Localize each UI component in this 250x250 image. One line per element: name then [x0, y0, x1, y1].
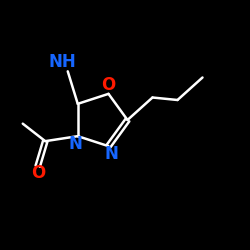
Text: N: N [68, 135, 82, 153]
Text: NH: NH [49, 53, 77, 71]
Text: O: O [31, 164, 45, 182]
Text: O: O [101, 76, 116, 94]
Text: N: N [104, 145, 118, 163]
